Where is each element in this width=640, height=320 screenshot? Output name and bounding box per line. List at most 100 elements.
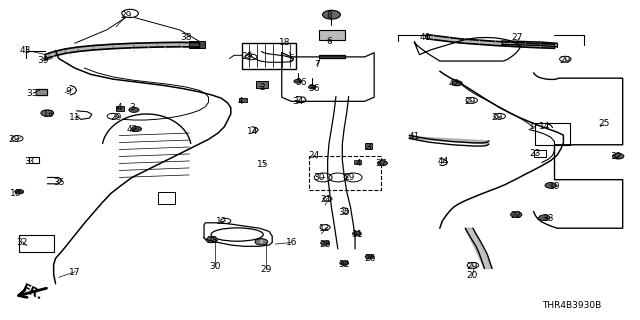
Text: 29: 29 (492, 113, 503, 122)
Text: 25: 25 (598, 119, 609, 128)
Polygon shape (113, 43, 134, 49)
Circle shape (545, 182, 556, 188)
Text: 10: 10 (10, 189, 21, 198)
Text: 29: 29 (241, 52, 252, 61)
Text: 32: 32 (611, 152, 622, 161)
Text: 29: 29 (559, 56, 571, 65)
Text: 35: 35 (53, 178, 65, 187)
Text: 12: 12 (319, 224, 331, 233)
Text: 12: 12 (216, 217, 227, 226)
Circle shape (206, 237, 218, 243)
Text: 42: 42 (126, 125, 138, 134)
Text: 15: 15 (257, 160, 268, 169)
Text: 7: 7 (314, 60, 320, 69)
Text: 23: 23 (530, 149, 541, 158)
Bar (19, 235, 54, 252)
Circle shape (15, 189, 24, 194)
Circle shape (323, 10, 340, 19)
Circle shape (511, 212, 522, 217)
Text: 29: 29 (111, 113, 122, 122)
Circle shape (612, 153, 624, 159)
Polygon shape (427, 35, 460, 43)
Text: 36: 36 (295, 78, 307, 87)
Text: 32: 32 (17, 238, 28, 247)
Text: 29: 29 (120, 11, 131, 20)
Text: 30: 30 (313, 173, 324, 182)
Text: THR4B3930B: THR4B3930B (542, 301, 602, 310)
Polygon shape (94, 44, 113, 50)
Text: 13: 13 (44, 109, 55, 118)
Circle shape (321, 241, 330, 245)
Text: 24: 24 (308, 151, 319, 160)
Text: 28: 28 (206, 236, 218, 245)
Text: 11: 11 (69, 113, 81, 122)
Circle shape (129, 107, 139, 112)
Text: 8: 8 (326, 11, 332, 20)
Circle shape (452, 81, 462, 86)
Circle shape (294, 79, 301, 83)
Text: 28: 28 (319, 240, 331, 249)
Text: 14: 14 (540, 122, 550, 131)
Text: 40: 40 (419, 33, 431, 42)
Polygon shape (519, 41, 540, 45)
Text: 33: 33 (26, 89, 38, 98)
Text: 43: 43 (20, 46, 31, 55)
Text: 1: 1 (529, 122, 535, 131)
Bar (116, 106, 124, 111)
Polygon shape (134, 43, 157, 48)
Bar (29, 157, 39, 163)
Text: 2: 2 (260, 83, 266, 92)
Text: 14: 14 (248, 127, 259, 136)
Text: 30: 30 (209, 262, 221, 271)
Text: 44: 44 (437, 157, 449, 166)
Text: 27: 27 (512, 33, 524, 42)
Text: 36: 36 (308, 84, 319, 93)
Circle shape (255, 239, 268, 245)
Text: 4: 4 (116, 103, 122, 112)
Text: 3: 3 (365, 143, 371, 152)
Text: 29: 29 (343, 173, 355, 182)
Circle shape (365, 254, 374, 259)
Text: 21: 21 (321, 195, 332, 204)
Text: 16: 16 (285, 238, 297, 247)
Polygon shape (319, 55, 346, 59)
Polygon shape (531, 43, 554, 48)
Polygon shape (78, 45, 94, 52)
Polygon shape (180, 42, 199, 47)
Circle shape (340, 261, 349, 265)
Text: 19: 19 (548, 182, 560, 191)
Circle shape (353, 231, 362, 236)
Bar (189, 41, 205, 48)
Text: 29: 29 (466, 262, 477, 271)
Polygon shape (45, 53, 49, 59)
Text: 18: 18 (279, 38, 291, 47)
Text: 29: 29 (8, 135, 20, 144)
Circle shape (308, 85, 316, 89)
Text: 5: 5 (289, 54, 294, 63)
Text: 17: 17 (69, 268, 81, 277)
Text: 41: 41 (408, 132, 420, 141)
Text: 34: 34 (292, 97, 303, 106)
Circle shape (378, 161, 388, 166)
Text: 26: 26 (364, 254, 376, 263)
Text: 31: 31 (24, 157, 36, 166)
Text: 39: 39 (37, 56, 49, 65)
Text: 31: 31 (351, 230, 363, 239)
Text: 29: 29 (464, 97, 476, 106)
Polygon shape (56, 49, 65, 56)
Text: 35: 35 (339, 208, 350, 217)
Bar (239, 98, 246, 102)
Text: 42: 42 (448, 79, 460, 88)
Text: 33: 33 (542, 214, 554, 223)
Polygon shape (495, 41, 531, 47)
Bar (355, 160, 361, 164)
Text: 4: 4 (237, 97, 243, 106)
Text: 29: 29 (260, 265, 271, 274)
Bar (365, 143, 372, 149)
Polygon shape (65, 47, 78, 53)
Bar (319, 30, 346, 40)
Circle shape (131, 126, 141, 132)
Polygon shape (540, 42, 557, 47)
Bar (256, 81, 268, 88)
Polygon shape (502, 41, 519, 45)
